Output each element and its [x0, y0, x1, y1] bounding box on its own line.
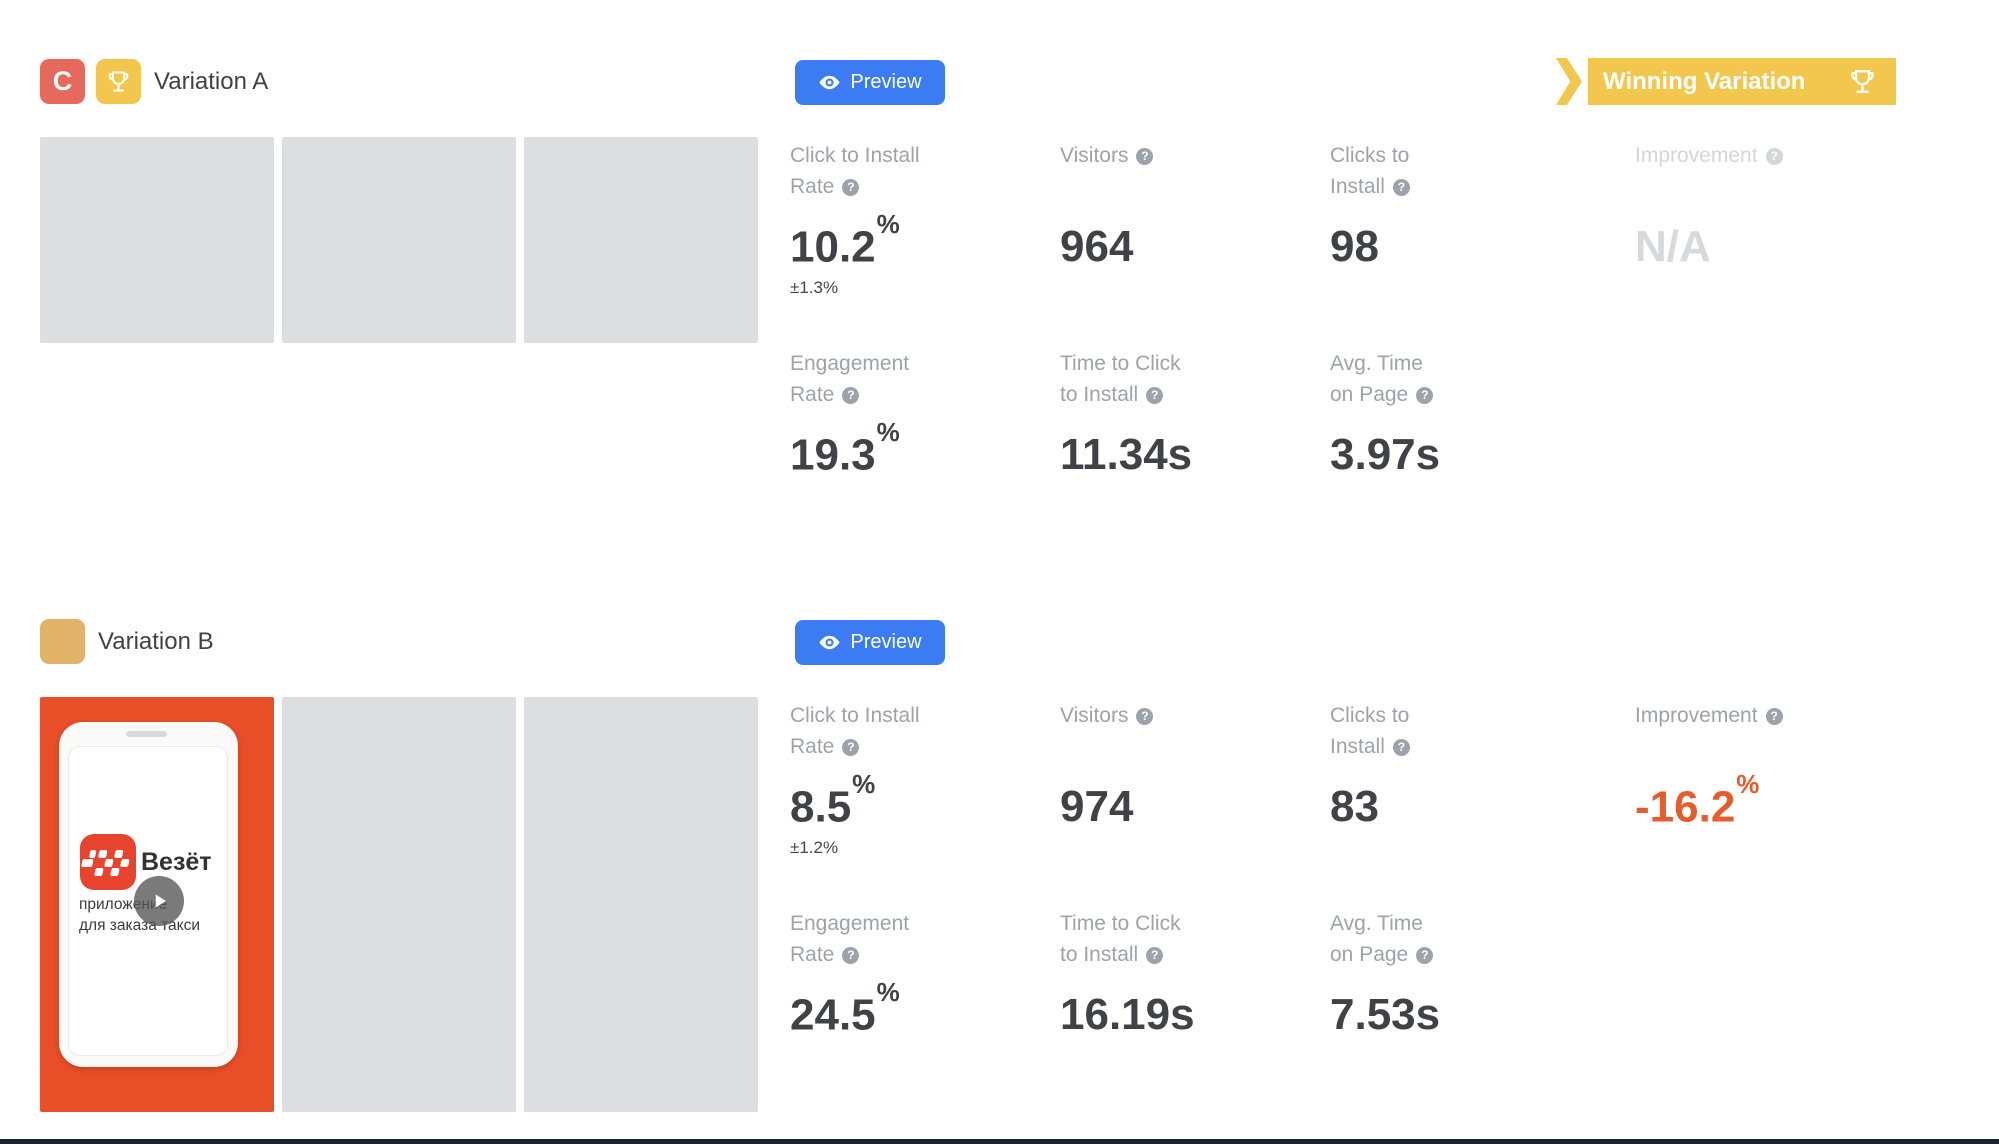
- metric-value: 7.53s: [1330, 990, 1441, 1039]
- help-icon[interactable]: ?: [1765, 708, 1783, 725]
- help-icon[interactable]: ?: [842, 179, 860, 196]
- screenshot-placeholder: [524, 137, 758, 343]
- help-icon[interactable]: ?: [1416, 947, 1434, 964]
- metric-visitors: Visitors? 964: [1060, 140, 1320, 271]
- help-icon[interactable]: ?: [1392, 739, 1410, 756]
- help-icon[interactable]: ?: [1136, 708, 1154, 725]
- metric-clicks-to-install: Clicks to Install? 98: [1330, 144, 1410, 271]
- metric-value: 16.19s: [1060, 990, 1195, 1039]
- metric-avg-time-on-page: Avg. Time on Page? 7.53s: [1330, 912, 1441, 1039]
- variation-b-screenshots: Везёт приложение для заказа такси: [40, 697, 758, 1112]
- help-icon[interactable]: ?: [1136, 148, 1154, 165]
- metric-value: N/A: [1635, 222, 1711, 271]
- preview-button-label: Preview: [850, 631, 922, 653]
- metric-engagement-rate: Engagement Rate? 19.3%: [790, 352, 910, 480]
- play-button[interactable]: [134, 876, 184, 926]
- app-name: Везёт: [141, 848, 212, 876]
- metric-value: -16.2%: [1635, 769, 1760, 832]
- section-divider: [0, 1139, 1999, 1144]
- help-icon[interactable]: ?: [1146, 387, 1164, 404]
- variation-b-header: Variation B: [40, 618, 214, 665]
- screenshot-placeholder: [282, 137, 516, 343]
- trophy-icon: [105, 68, 132, 95]
- phone-mockup: Везёт приложение для заказа такси: [59, 722, 238, 1067]
- help-icon[interactable]: ?: [842, 739, 860, 756]
- trophy-icon: [1847, 66, 1878, 97]
- eye-icon: [818, 71, 841, 94]
- metric-value: 83: [1330, 782, 1379, 831]
- metric-improvement: Improvement? N/A: [1635, 140, 1925, 271]
- variation-name: Variation B: [98, 627, 214, 655]
- vezet-app-icon: [80, 834, 136, 890]
- metric-value: 974: [1060, 782, 1134, 831]
- help-icon[interactable]: ?: [1392, 179, 1410, 196]
- metric-time-to-click-to-install: Time to Click to Install? 16.19s: [1060, 912, 1195, 1039]
- video-thumbnail[interactable]: Везёт приложение для заказа такси: [40, 697, 274, 1112]
- metric-value: 3.97s: [1330, 430, 1441, 479]
- metric-value: 24.5%: [790, 977, 900, 1040]
- winning-variation-label: Winning Variation: [1603, 67, 1806, 95]
- metric-value: 964: [1060, 222, 1134, 271]
- variation-b-card: Variation B Preview: [0, 560, 1999, 1120]
- screenshot-placeholder: [40, 137, 274, 343]
- metric-improvement: Improvement? -16.2%: [1635, 700, 1925, 832]
- eye-icon: [818, 631, 841, 654]
- winner-trophy-badge: [96, 59, 141, 104]
- variation-color-badge: [40, 619, 85, 664]
- metric-time-to-click-to-install: Time to Click to Install? 11.34s: [1060, 352, 1193, 479]
- metric-click-to-install-rate: Click to Install Rate? 10.2% ±1.3%: [790, 144, 920, 297]
- help-icon[interactable]: ?: [842, 947, 860, 964]
- metric-click-to-install-rate: Click to Install Rate? 8.5% ±1.2%: [790, 704, 920, 857]
- metric-visitors: Visitors? 974: [1060, 700, 1320, 831]
- preview-button[interactable]: Preview: [795, 60, 945, 105]
- screenshot-placeholder: [282, 697, 516, 1112]
- phone-speaker: [126, 731, 167, 737]
- preview-button-label: Preview: [850, 71, 922, 93]
- help-icon[interactable]: ?: [1146, 947, 1164, 964]
- screenshot-placeholder: [524, 697, 758, 1112]
- metric-value: 10.2%: [790, 209, 900, 272]
- metric-clicks-to-install: Clicks to Install? 83: [1330, 704, 1410, 831]
- metric-value: 8.5%: [790, 769, 876, 832]
- metric-avg-time-on-page: Avg. Time on Page? 3.97s: [1330, 352, 1441, 479]
- metric-value: 11.34s: [1060, 430, 1193, 479]
- variation-a-header: C Variation A: [40, 58, 268, 105]
- help-icon[interactable]: ?: [842, 387, 860, 404]
- variation-a-screenshots: [40, 137, 758, 343]
- preview-button[interactable]: Preview: [795, 620, 945, 665]
- metric-value: 98: [1330, 222, 1379, 271]
- metric-value: 19.3%: [790, 417, 900, 480]
- metric-engagement-rate: Engagement Rate? 24.5%: [790, 912, 910, 1040]
- metric-margin-of-error: ±1.3%: [790, 278, 839, 297]
- variation-a-card: C Variation A Preview W: [0, 0, 1999, 558]
- variation-letter-badge: C: [40, 59, 85, 104]
- help-icon[interactable]: ?: [1765, 148, 1783, 165]
- metric-margin-of-error: ±1.2%: [790, 838, 839, 857]
- ribbon-chevron: [1556, 58, 1582, 105]
- help-icon[interactable]: ?: [1416, 387, 1434, 404]
- variation-name: Variation A: [154, 67, 269, 95]
